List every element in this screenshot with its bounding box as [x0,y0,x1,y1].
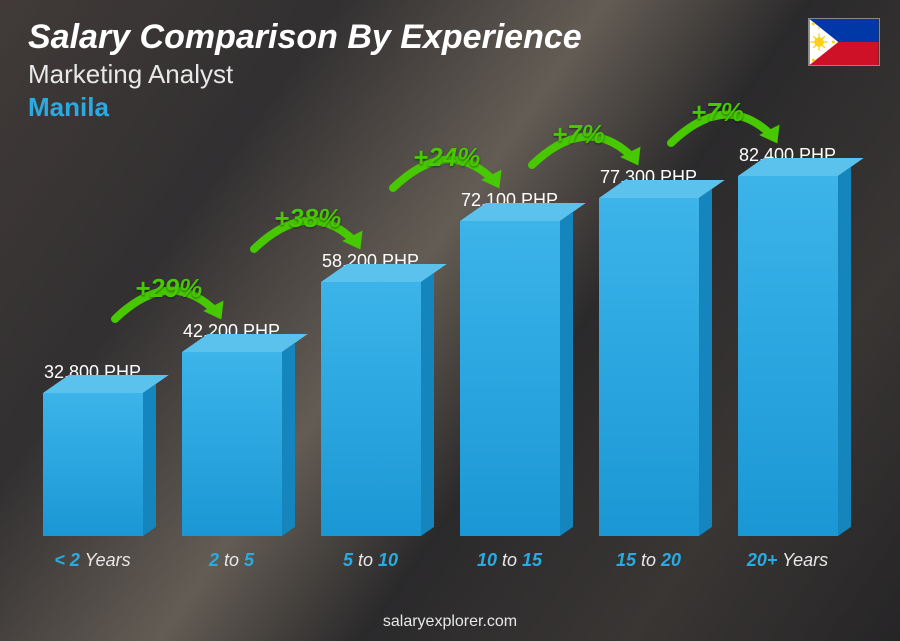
bar-x-label: 20+ Years [747,550,828,571]
bar [599,198,699,536]
bar-wrap: 72,100 PHP [447,190,572,536]
bar [43,393,143,536]
bar-wrap: 58,200 PHP [308,251,433,536]
bar-x-label: 5 to 10 [343,550,398,571]
chart-subtitle: Marketing Analyst [28,59,582,90]
growth-badge: +24% [385,146,505,196]
growth-badge: +7% [663,101,783,151]
bar-x-label: 10 to 15 [477,550,542,571]
bar-column: 58,200 PHP 5 to 10 [308,251,433,571]
bar-column: 32,800 PHP < 2 Years [30,362,155,571]
bar-wrap: 77,300 PHP [586,167,711,536]
bar-wrap: 82,400 PHP [725,145,850,536]
bar-column: 72,100 PHP 10 to 15 [447,190,572,571]
growth-percent: +24% [413,142,480,173]
bar-x-label: < 2 Years [54,550,130,571]
bar-chart: 32,800 PHP < 2 Years 42,200 PHP 2 to 5 58,20… [30,140,850,571]
bar-column: 77,300 PHP 15 to 20 [586,167,711,571]
chart-location: Manila [28,92,582,123]
growth-arrow-icon [385,146,505,196]
bar-column: 82,400 PHP 20+ Years [725,145,850,571]
growth-arrow-icon [107,277,227,327]
chart-card: Salary Comparison By Experience Marketin… [0,0,900,641]
growth-arrow-icon [246,207,366,257]
growth-badge: +38% [246,207,366,257]
growth-percent: +38% [274,203,341,234]
bar-x-label: 2 to 5 [209,550,254,571]
footer-attribution: salaryexplorer.com [0,613,900,631]
bar [182,352,282,536]
growth-percent: +7% [552,119,605,150]
growth-badge: +7% [524,123,644,173]
bar-wrap: 32,800 PHP [30,362,155,536]
bar [738,176,838,536]
growth-badge: +29% [107,277,227,327]
bar-x-label: 15 to 20 [616,550,681,571]
bar-column: 42,200 PHP 2 to 5 [169,321,294,571]
title-block: Salary Comparison By Experience Marketin… [28,18,582,123]
growth-arrow-icon [663,101,783,151]
bar [460,221,560,536]
chart-title: Salary Comparison By Experience [28,18,582,57]
growth-arrow-icon [524,123,644,173]
bar-wrap: 42,200 PHP [169,321,294,536]
philippines-flag-icon [808,18,880,66]
bar [321,282,421,536]
growth-percent: +7% [691,97,744,128]
growth-percent: +29% [135,273,202,304]
